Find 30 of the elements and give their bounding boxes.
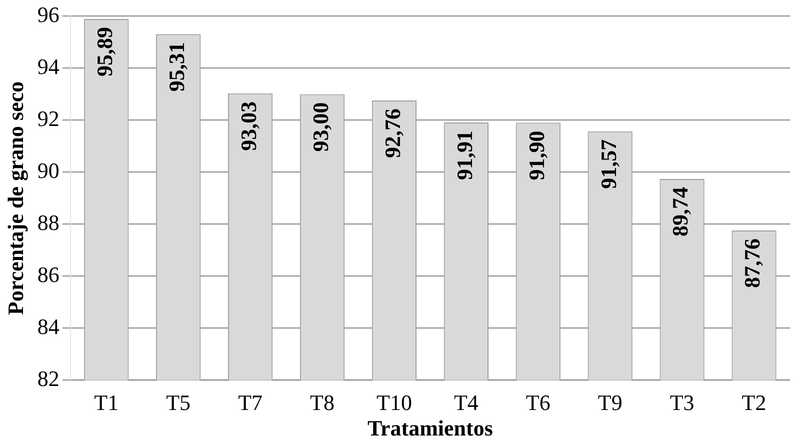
data-label: 89,74 [668,186,693,236]
x-tick-label: T7 [238,390,263,416]
data-label: 92,76 [380,108,405,158]
y-tick-label: 82 [37,366,60,391]
x-tick-label: T5 [166,390,191,416]
data-label: 95,31 [164,42,190,92]
y-tick-label: 94 [37,54,60,79]
x-tick-label: T4 [454,390,478,416]
data-label: 91,57 [596,139,621,189]
data-label: 87,76 [740,238,765,288]
y-axis-title: Porcentaje de grano seco [2,81,28,315]
y-tick-label: 90 [37,158,60,183]
data-label: 91,90 [524,130,549,180]
y-tick-label: 88 [37,210,60,235]
x-axis-title: Tratamientos [367,415,494,440]
data-label: 91,91 [452,130,477,180]
x-tick-label: T6 [526,390,550,416]
x-tick-label: T10 [376,390,412,416]
y-tick-label: 92 [37,106,60,131]
y-tick-label: 86 [37,262,60,287]
x-tick-label: T1 [94,390,119,416]
y-tick-label: 96 [37,2,60,27]
data-label: 93,00 [308,102,333,152]
y-tick-label: 84 [37,314,60,339]
x-tick-label: T8 [310,390,334,416]
x-tick-label: T2 [742,390,766,416]
x-tick-label: T3 [670,390,694,416]
x-tick-label: T9 [598,390,622,416]
data-label: 93,03 [236,101,261,151]
data-label: 95,89 [92,27,118,77]
